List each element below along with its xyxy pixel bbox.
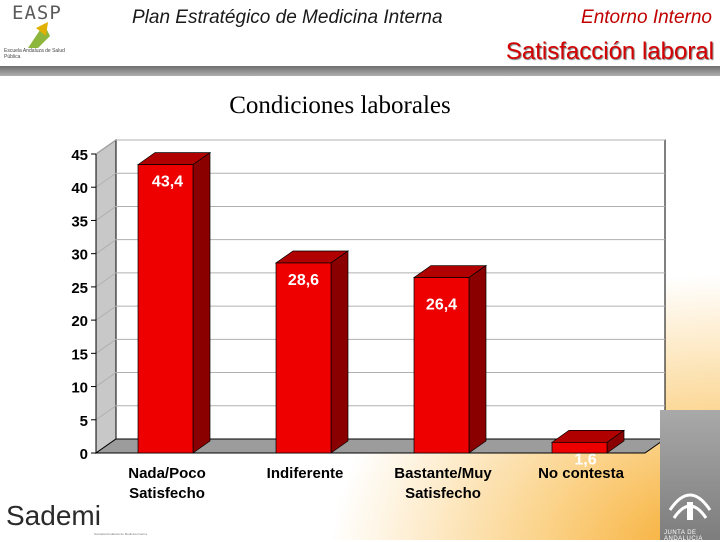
bar-value-label: 43,4 (152, 174, 183, 191)
y-tick-label: 0 (80, 446, 88, 463)
x-category-label: No contesta (538, 465, 625, 482)
y-tick-label: 20 (71, 313, 88, 330)
bar (551, 442, 608, 454)
sademi-logo-caption: Sociedad Andaluza de Medicina Interna (94, 532, 147, 536)
bar-side (468, 264, 487, 454)
gridline-depth (95, 305, 117, 321)
bar-value-label: 28,6 (288, 272, 319, 289)
y-tick-label: 40 (71, 180, 88, 197)
x-category-label: Indiferente (267, 465, 344, 482)
header-divider-bar (0, 66, 720, 76)
program-title: Plan Estratégico de Medicina Interna (132, 7, 443, 28)
x-category-label: Satisfecho (129, 485, 205, 502)
gridline-depth (95, 272, 117, 288)
gridline-depth (95, 139, 117, 155)
bar (413, 277, 470, 454)
gridline-depth (95, 239, 117, 255)
sademi-logo-text: Sademi (6, 500, 101, 531)
y-tick-label: 25 (71, 280, 88, 297)
easp-logo-caption: Escuela Andaluza de Salud Pública (4, 48, 65, 60)
y-tick-label: 5 (80, 413, 88, 430)
junta-logo-caption: JUNTA DE ANDALUCIA (664, 530, 703, 542)
page-title: Satisfacción laboral (505, 38, 714, 65)
plot-side-wall (95, 139, 117, 454)
section-title: Entorno Interno (581, 7, 712, 28)
bar-value-label: 26,4 (426, 297, 457, 314)
easp-logo: EASP Escuela Andaluza de Salud Pública (4, 2, 70, 66)
y-tick-label: 35 (71, 213, 88, 230)
easp-emblem-icon (28, 22, 50, 48)
y-tick-label: 15 (71, 346, 88, 363)
x-category-label: Bastante/Muy (394, 465, 492, 482)
y-tick-label: 45 (71, 147, 88, 164)
gridline-depth (95, 338, 117, 354)
sademi-logo: Sademi Sociedad Andaluza de Medicina Int… (6, 500, 147, 538)
junta-emblem-icon (668, 493, 712, 520)
gridline-depth (95, 405, 117, 421)
gridline-depth (95, 372, 117, 387)
bar-side (330, 250, 349, 454)
bar (137, 164, 194, 454)
y-tick-label: 10 (71, 380, 88, 397)
bar-value-label: 1,6 (574, 451, 596, 468)
gridline-depth (95, 206, 117, 221)
bar-side (192, 151, 211, 454)
bar (275, 262, 332, 454)
x-category-label: Nada/Poco (128, 465, 206, 482)
easp-logo-text: EASP (12, 2, 62, 24)
x-category-label: Satisfecho (405, 485, 481, 502)
junta-logo: JUNTA DE ANDALUCIA (660, 410, 720, 542)
gridline-depth (95, 172, 117, 188)
y-tick-label: 30 (71, 247, 88, 264)
chart-title: Condiciones laborales (229, 92, 451, 119)
